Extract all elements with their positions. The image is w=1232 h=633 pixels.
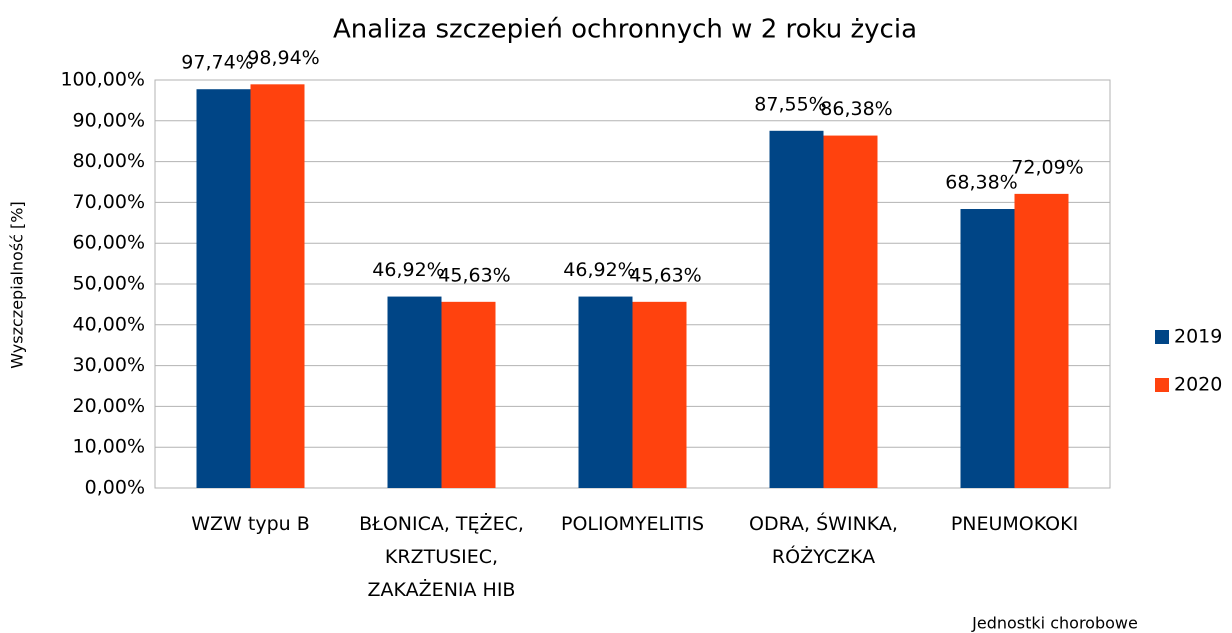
y-tick-label: 90,00%	[73, 109, 145, 131]
data-label: 45,63%	[438, 264, 510, 286]
data-label: 86,38%	[820, 98, 892, 120]
y-tick-label: 30,00%	[73, 354, 145, 376]
legend-swatch	[1155, 378, 1169, 392]
y-tick-label: 40,00%	[73, 313, 145, 335]
x-tick-label: POLIOMYELITIS	[561, 513, 704, 535]
y-axis-label: Wyszczepialność [%]	[8, 201, 27, 368]
data-label: 87,55%	[754, 93, 826, 115]
y-tick-label: 20,00%	[73, 395, 145, 417]
bar	[250, 84, 305, 488]
bar	[769, 130, 824, 488]
y-tick-label: 80,00%	[73, 150, 145, 172]
bar	[823, 135, 878, 489]
bar	[387, 296, 442, 488]
y-tick-label: 70,00%	[73, 191, 145, 213]
data-label: 45,63%	[629, 264, 701, 286]
x-axis-label: Jednostki chorobowe	[971, 614, 1138, 633]
bar	[578, 296, 633, 488]
bar	[441, 301, 496, 488]
x-tick-label: ODRA, ŚWINKA, RÓŻYCZKA	[749, 511, 898, 568]
data-label: 68,38%	[945, 172, 1017, 194]
bar	[196, 89, 251, 489]
legend-label: 2019	[1174, 326, 1222, 348]
y-tick-label: 60,00%	[73, 232, 145, 254]
x-tick-label: WZW typu B	[191, 513, 310, 535]
data-label: 97,74%	[181, 52, 253, 74]
x-tick-label: BŁONICA, TĘŻEC, KRZTUSIEC, ZAKAŻENIA HIB	[359, 512, 524, 601]
y-tick-label: 0,00%	[85, 477, 145, 499]
chart-title: Analiza szczepień ochronnych w 2 roku ży…	[333, 15, 917, 45]
data-label: 46,92%	[372, 259, 444, 281]
y-tick-label: 10,00%	[73, 436, 145, 458]
legend-label: 2020	[1174, 374, 1222, 396]
legend-swatch	[1155, 330, 1169, 344]
bar	[1014, 193, 1069, 488]
data-label: 98,94%	[247, 47, 319, 69]
bar	[960, 209, 1015, 489]
x-tick-label: PNEUMOKOKI	[951, 513, 1078, 535]
y-tick-label: 50,00%	[73, 273, 145, 295]
data-label: 72,09%	[1011, 156, 1083, 178]
data-label: 46,92%	[563, 259, 635, 281]
bar	[632, 301, 687, 488]
y-tick-label: 100,00%	[60, 69, 145, 91]
